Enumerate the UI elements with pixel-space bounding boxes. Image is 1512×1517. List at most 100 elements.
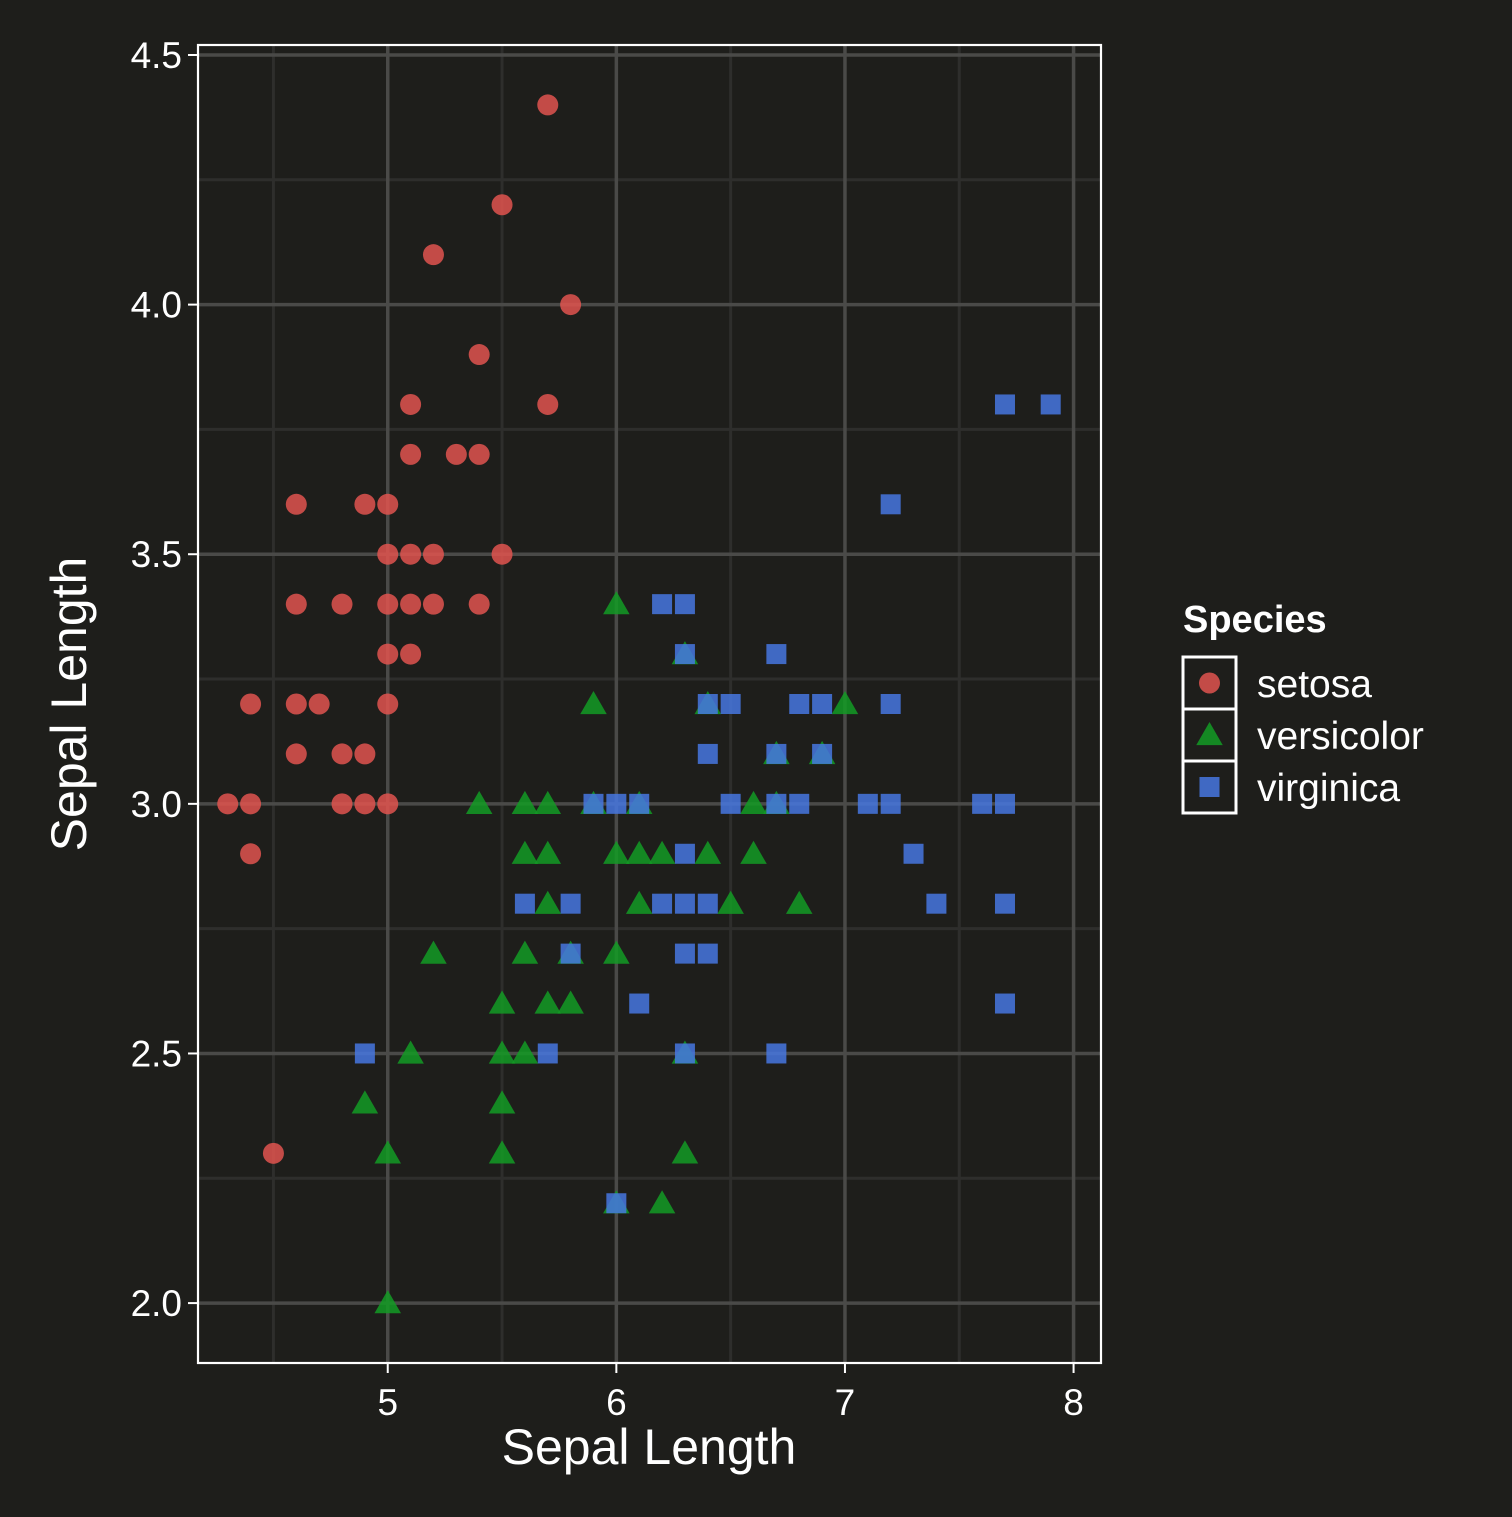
point-versicolor [831,691,859,715]
data-points [217,94,1061,1314]
point-virginica [880,694,901,714]
point-virginica [583,793,604,814]
point-setosa [331,593,353,615]
y-tick-label: 2.5 [131,1033,182,1074]
legend-marker-setosa [1199,672,1220,694]
point-setosa [377,693,399,715]
point-versicolor [648,840,676,864]
point-virginica [994,893,1015,914]
point-setosa [331,793,353,815]
point-virginica [903,843,924,864]
point-versicolor [488,1140,516,1164]
point-versicolor [374,1290,402,1314]
point-setosa [377,643,399,665]
x-tick-label: 5 [377,1382,398,1423]
point-setosa [400,443,422,465]
point-versicolor [534,840,562,864]
grid-lines [198,45,1101,1363]
point-setosa [308,693,330,715]
point-virginica [766,793,787,814]
point-virginica [994,793,1015,814]
point-setosa [354,743,376,765]
point-virginica [789,694,810,714]
point-virginica [354,1043,375,1064]
point-versicolor [465,790,493,814]
point-virginica [812,694,833,714]
point-setosa [537,393,559,415]
point-virginica [972,793,993,814]
point-setosa [354,493,376,515]
y-tick-label: 4.5 [131,35,182,76]
point-versicolor [625,840,653,864]
point-setosa [240,793,262,815]
point-setosa [422,543,444,565]
point-setosa [377,793,399,815]
point-virginica [652,893,673,914]
point-setosa [468,344,490,366]
point-virginica [629,993,650,1014]
legend-marker-versicolor [1196,722,1223,746]
point-versicolor [397,1040,424,1064]
point-virginica [1040,394,1061,415]
point-versicolor [374,1140,402,1164]
point-versicolor [511,1040,539,1064]
point-setosa [400,393,422,415]
point-setosa [468,443,490,465]
point-setosa [422,244,444,266]
point-versicolor [740,840,767,864]
point-versicolor [511,940,539,964]
plot-frame [196,43,1103,1365]
x-axis: 5 6 7 8 [377,1363,1084,1423]
point-virginica [652,594,673,615]
point-setosa [377,593,399,615]
point-setosa [240,843,262,865]
point-versicolor [671,1140,699,1164]
point-setosa [468,593,490,615]
y-axis: 2.0 2.5 3.0 3.5 4.0 4.5 [131,35,198,1324]
legend-label: versicolor [1257,715,1424,758]
legend: Species setosa versicolor virginica [1181,599,1424,815]
point-virginica [514,893,535,914]
point-setosa [285,693,307,715]
point-setosa [400,593,422,615]
point-versicolor [420,940,447,964]
point-versicolor [511,840,539,864]
legend-marker-virginica [1199,777,1220,797]
point-versicolor [648,1190,676,1214]
point-virginica [629,793,650,814]
point-virginica [926,893,947,914]
point-versicolor [488,990,516,1014]
legend-title: Species [1183,599,1327,641]
point-versicolor [557,990,584,1014]
point-virginica [697,694,718,714]
point-versicolor [603,591,630,615]
point-versicolor [603,840,630,864]
point-versicolor [785,890,813,914]
point-versicolor [603,940,630,964]
point-versicolor [740,790,767,814]
point-virginica [674,644,695,665]
y-tick-label: 3.0 [131,784,182,825]
point-virginica [812,743,833,764]
point-versicolor [488,1040,516,1064]
point-versicolor [511,790,539,814]
point-setosa [400,643,422,665]
point-setosa [217,793,239,815]
point-virginica [697,743,718,764]
x-tick-label: 8 [1063,1382,1084,1423]
point-setosa [331,743,353,765]
point-setosa [400,543,422,565]
point-setosa [377,493,399,515]
point-setosa [354,793,376,815]
point-virginica [560,893,581,914]
point-virginica [606,793,627,814]
point-virginica [880,494,901,515]
point-virginica [766,1043,787,1064]
point-virginica [674,943,695,964]
point-versicolor [717,890,744,914]
point-virginica [880,793,901,814]
point-virginica [789,793,810,814]
y-tick-label: 2.0 [131,1283,182,1324]
